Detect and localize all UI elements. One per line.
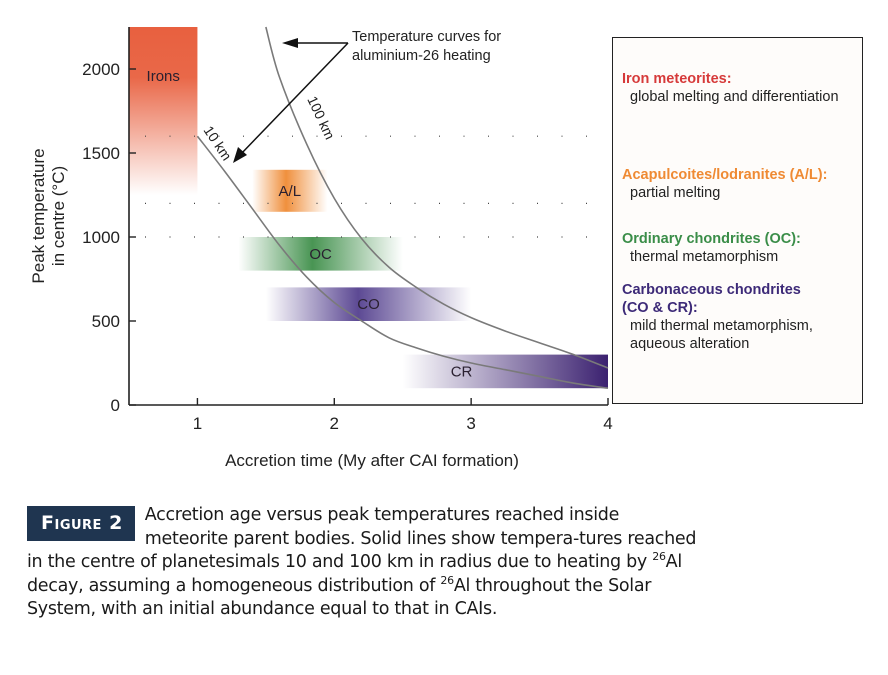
x-tick-label: 2 [330,414,339,433]
axes-layer: 1 2 3 4 0 500 1000 1500 2000 Accretion time (My a… [29,27,613,470]
band-label: OC [309,246,332,263]
figure-badge-number: 2 [109,512,123,534]
band-label: A/L [279,183,302,200]
caption-sup-1: 26 [652,550,666,563]
annotation-line: aluminium-26 heating [352,48,491,64]
legend-desc: aqueous alteration [630,336,750,352]
figure-badge-word: Figure [41,512,102,534]
legend: Iron meteorites: global melting and diff… [612,37,863,404]
caption-sup-2: 26 [440,573,454,587]
y-axis-title-line: in centre (°C) [49,166,68,266]
legend-title: (CO & CR): [622,300,698,316]
legend-desc: mild thermal metamorphism, [630,318,813,334]
curve-100km [265,26,609,369]
x-axis-title: Accretion time (My after CAI formation) [225,451,519,470]
curve-label-100km: 100 km [304,94,338,142]
legend-entry-carbonaceous: Carbonaceous chondrites (CO & CR): mild … [622,281,813,353]
band-a-l [252,169,328,212]
caption-text-3: Al throughout the Solar System, with an … [27,575,652,620]
band-label: CR [451,363,473,380]
legend-entry-al: Acapulcoites/lodranites (A/L): partial m… [622,166,827,202]
x-tick-label: 3 [466,414,475,433]
band-co [265,287,472,321]
annotation-line: Temperature curves for [352,29,501,45]
figure-caption: Figure 2 Accretion age versus peak tempe… [27,504,707,622]
y-axis-title: Peak temperaturein centre (°C) [29,148,68,283]
annotation-layer: Temperature curves for aluminium-26 heati… [233,29,501,163]
band-irons [129,27,198,195]
x-tick-label: 4 [603,414,612,433]
y-tick-label: 1500 [82,144,120,163]
figure-badge: Figure 2 [27,506,135,541]
x-tick-label: 1 [193,414,202,433]
y-tick-label: 500 [92,312,120,331]
caption-text-2: Al decay, assuming a homogeneous distrib… [27,552,682,596]
legend-title: Acapulcoites/lodranites (A/L): [622,167,828,183]
arrowhead-icon [282,38,298,48]
y-axis-title-line: Peak temperature [29,148,48,283]
legend-entry-irons: Iron meteorites: global melting and diff… [622,70,839,106]
y-tick-label: 0 [111,396,120,415]
legend-desc: global melting and differentiation [630,89,839,105]
y-tick-label: 1000 [82,228,120,247]
legend-title: Ordinary chondrites (OC): [622,231,801,247]
legend-title: Iron meteorites: [622,71,732,87]
band-label: Irons [147,68,180,85]
legend-title: Carbonaceous chondrites [622,282,801,298]
legend-entry-oc: Ordinary chondrites (OC): thermal metamo… [622,230,801,266]
arrow-line-10km [239,42,349,156]
bands-layer: Irons A/L OC CO CR [129,27,608,389]
legend-desc: partial melting [630,185,721,201]
arrowhead-icon [233,147,247,163]
legend-desc: thermal metamorphism [630,249,779,265]
annotation-text: Temperature curves for aluminium-26 heati… [352,29,501,64]
y-tick-label: 2000 [82,60,120,79]
caption-text-1: Accretion age versus peak temperatures r… [27,505,697,572]
curve-label-10km: 10 km [201,123,236,164]
curve-10km [196,135,609,389]
grid-layer [145,135,596,238]
band-label: CO [357,296,380,313]
